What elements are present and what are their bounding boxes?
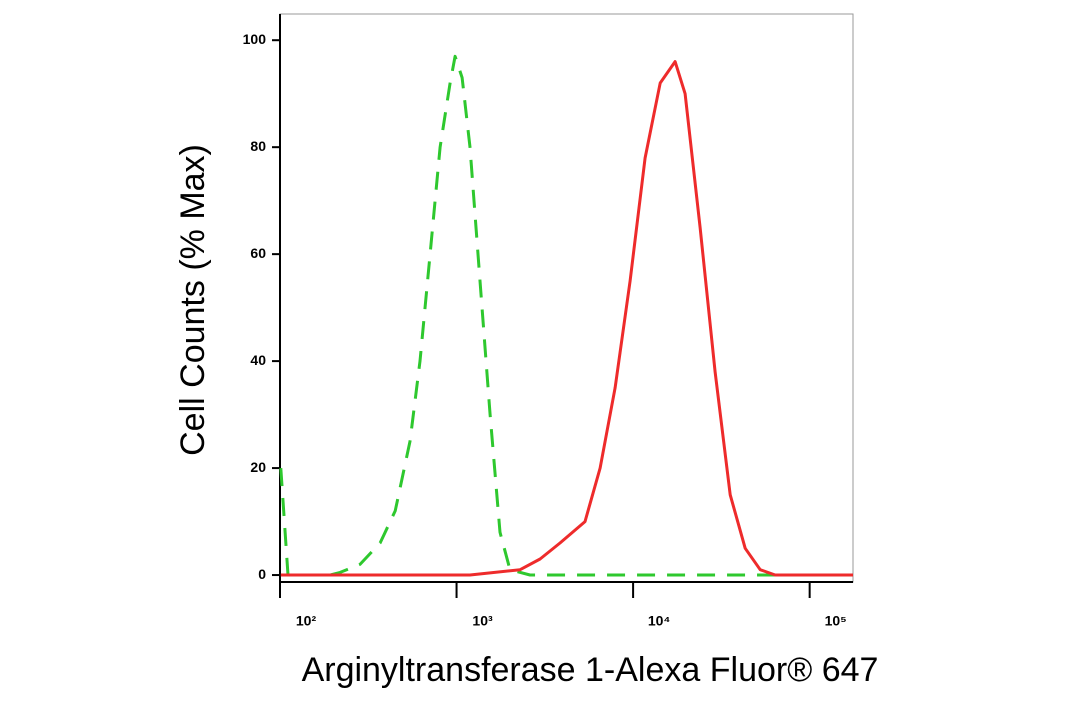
x-tick-label: 10⁴ [648,613,671,629]
histogram-line [280,60,853,577]
plot-frame [279,13,854,583]
y-tick-label: 0 [258,566,266,582]
y-axis-label: Cell Counts (% Max) [174,144,212,456]
x-tick-label: 10³ [472,613,493,629]
x-tick-label: 10⁵ [825,613,847,629]
histogram-line [279,54,853,577]
y-tick-label: 80 [250,138,266,154]
x-tick-label: 10² [296,613,317,629]
x-axis-label: Arginyltransferase 1-Alexa Fluor® 647 [302,651,879,689]
y-tick-label: 100 [243,31,267,47]
y-tick-label: 40 [250,352,266,368]
y-tick-label: 60 [250,245,266,261]
y-tick-label: 20 [250,459,266,475]
